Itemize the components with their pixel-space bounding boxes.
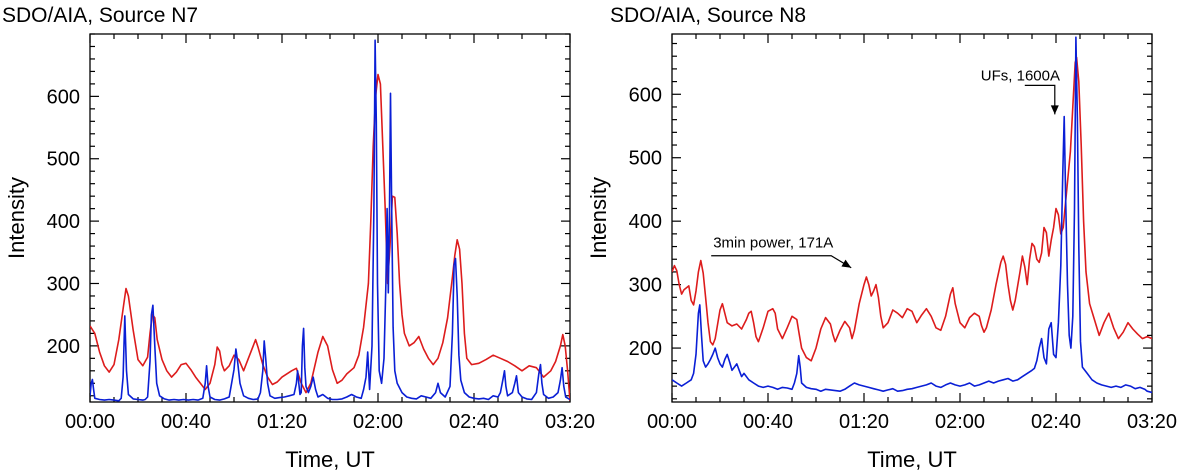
y-tick-label: 400 bbox=[47, 211, 80, 233]
plot-frame bbox=[671, 33, 1153, 403]
y-tick-label: 600 bbox=[47, 86, 80, 108]
series-line-blue bbox=[90, 39, 570, 402]
x-tick-label: 03:20 bbox=[1127, 411, 1177, 433]
x-tick-label: 02:00 bbox=[353, 411, 403, 433]
series-line-red bbox=[672, 56, 1152, 362]
x-tick-label: 00:00 bbox=[65, 411, 115, 433]
plot-frame bbox=[89, 33, 571, 403]
x-tick-label: 00:00 bbox=[647, 411, 697, 433]
x-axis-label: Time, UT bbox=[867, 447, 957, 472]
y-tick-label: 200 bbox=[629, 338, 662, 360]
x-tick-label: 00:40 bbox=[161, 411, 211, 433]
chart-title: SDO/AIA, Source N7 bbox=[2, 4, 198, 27]
series-line-blue bbox=[672, 36, 1152, 394]
y-tick-label: 300 bbox=[47, 273, 80, 295]
annotation-arrow-head bbox=[841, 259, 852, 268]
chart-panel-right: SDO/AIA, Source N8 Time, UT Intensity 3m… bbox=[586, 4, 1177, 472]
chart-title: SDO/AIA, Source N8 bbox=[610, 4, 806, 27]
annotation-arrow-line bbox=[711, 255, 852, 269]
series-line-red bbox=[90, 73, 570, 401]
x-tick-label: 00:40 bbox=[743, 411, 793, 433]
y-tick-label: 500 bbox=[629, 148, 662, 170]
x-axis-label: Time, UT bbox=[285, 447, 375, 472]
x-tick-label: 01:20 bbox=[839, 411, 889, 433]
chart-panel-left: SDO/AIA, Source N7 Time, UT Intensity 00… bbox=[2, 4, 595, 472]
y-axis-label: Intensity bbox=[586, 177, 611, 259]
x-tick-label: 02:40 bbox=[1031, 411, 1081, 433]
annotation-arrow-line bbox=[1024, 84, 1056, 115]
y-tick-label: 200 bbox=[47, 336, 80, 358]
y-tick-label: 300 bbox=[629, 275, 662, 297]
x-tick-label: 02:00 bbox=[935, 411, 985, 433]
y-tick-label: 500 bbox=[47, 149, 80, 171]
x-tick-label: 02:40 bbox=[449, 411, 499, 433]
y-tick-label: 600 bbox=[629, 84, 662, 106]
annotation-arrow-head bbox=[1050, 105, 1059, 115]
y-tick-label: 400 bbox=[629, 211, 662, 233]
y-axis-label: Intensity bbox=[4, 177, 29, 259]
annotation-label: UFs, 1600A bbox=[981, 67, 1060, 84]
x-tick-label: 03:20 bbox=[545, 411, 595, 433]
x-tick-label: 01:20 bbox=[257, 411, 307, 433]
annotation-label: 3min power, 171A bbox=[713, 235, 833, 252]
